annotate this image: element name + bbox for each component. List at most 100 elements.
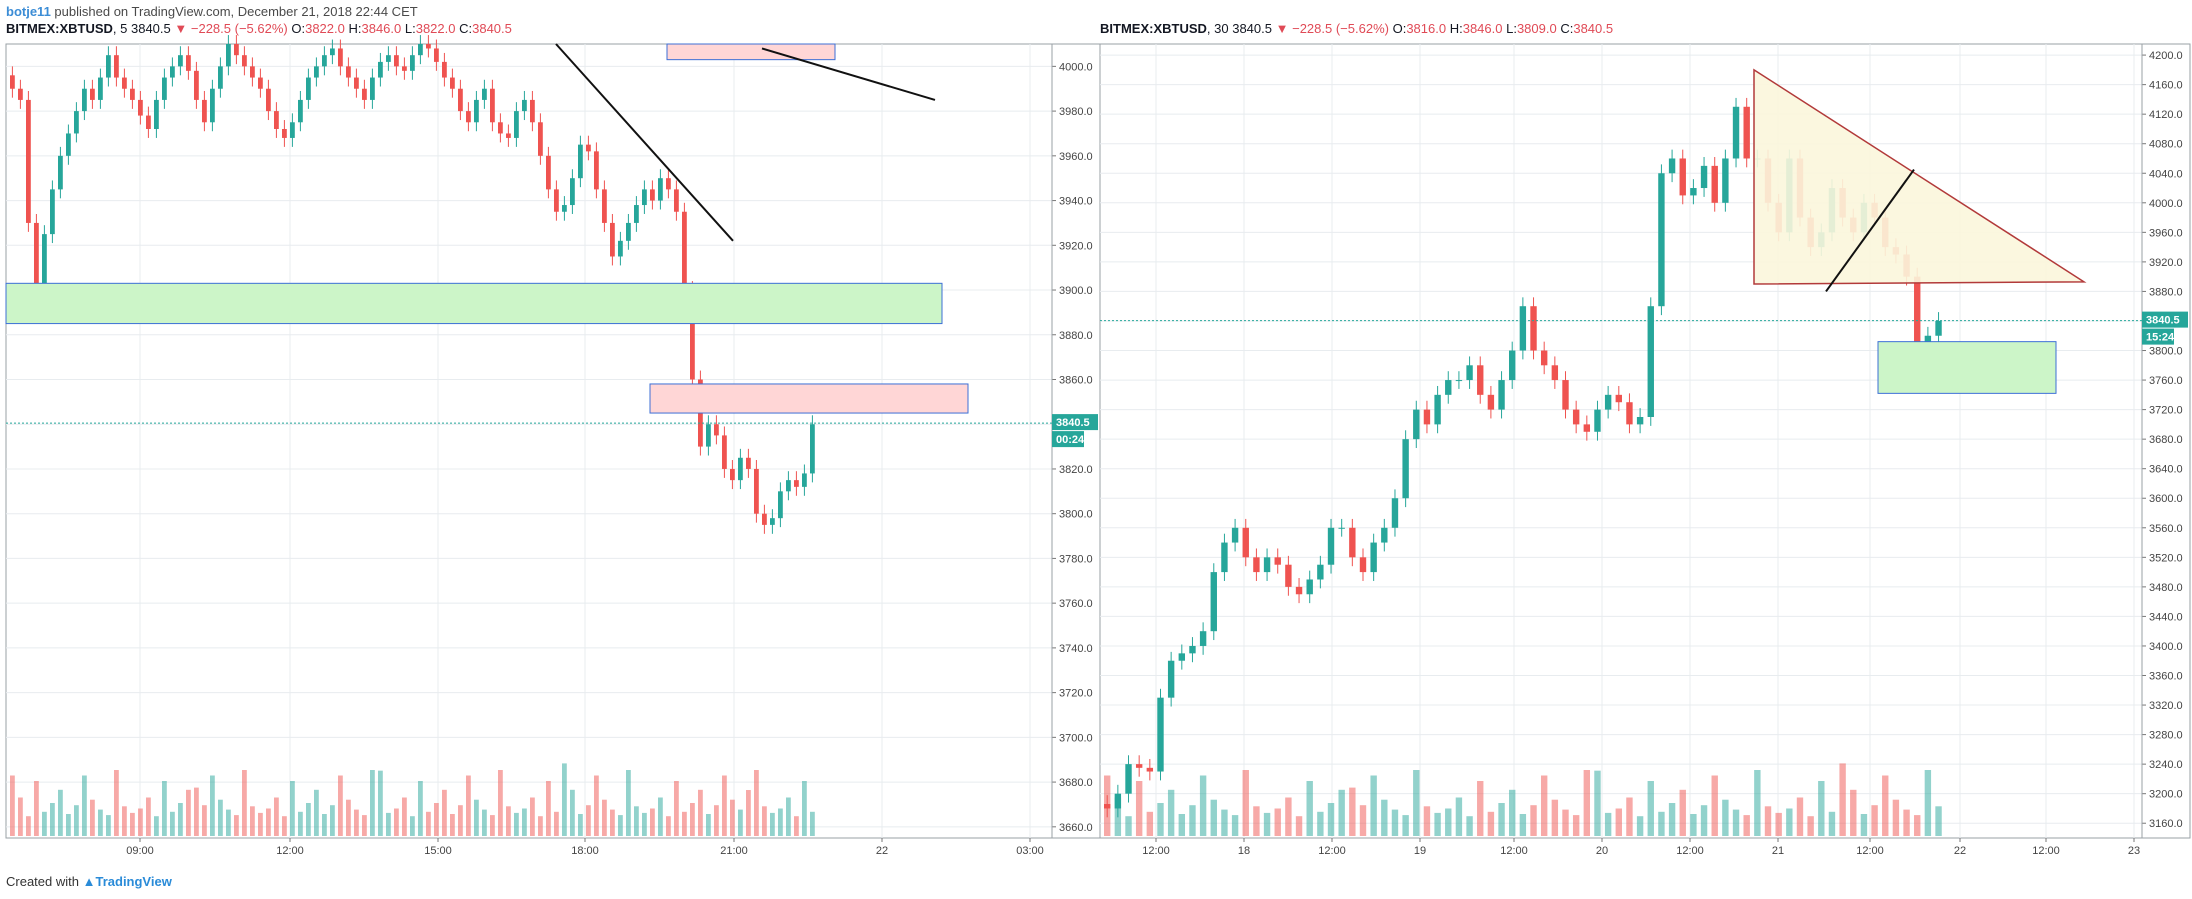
x-tick-label: 03:00 [1016, 845, 1044, 857]
volume-bar [82, 775, 87, 836]
volume-bar [466, 775, 471, 836]
volume-bar [586, 805, 591, 836]
candle-body [1519, 306, 1527, 351]
volume-bar [354, 809, 359, 836]
volume-bar [1935, 806, 1942, 836]
y-tick-label: 3740.0 [1059, 643, 1093, 655]
candle-body [1253, 557, 1260, 573]
y-tick-label: 3780.0 [1059, 553, 1093, 565]
candle-body [226, 44, 231, 67]
volume-bar [50, 803, 55, 836]
down-triangle-icon: ▼ [174, 21, 188, 36]
volume-bar [1125, 816, 1132, 836]
candle-body [1221, 542, 1228, 573]
candle-body [1327, 527, 1335, 565]
volume-bar [234, 815, 239, 836]
candle-body [1540, 350, 1548, 366]
candle-body [322, 55, 327, 67]
volume-bar [674, 781, 679, 836]
candle-body [666, 178, 671, 190]
volume-bar [1647, 781, 1654, 836]
y-tick-label: 3680.0 [2149, 434, 2183, 446]
candle-body [730, 468, 735, 481]
candle-body [66, 133, 71, 156]
volume-bar [202, 805, 207, 836]
candle-body [338, 48, 343, 67]
candle-body [1743, 106, 1750, 159]
volume-bar [282, 816, 287, 836]
right-symbol: BITMEX:XBTUSD [1100, 21, 1207, 36]
volume-bar [250, 806, 255, 836]
left-change: −228.5 (−5.62%) [190, 21, 288, 36]
last-price-tag [1052, 414, 1098, 431]
volume-bar [1615, 808, 1622, 836]
volume-bar [634, 806, 639, 836]
volume-bar [1572, 815, 1580, 836]
candle-body [378, 61, 383, 78]
volume-bar [1253, 806, 1260, 836]
candle-body [362, 88, 367, 100]
author-link[interactable]: botje11 [6, 4, 51, 19]
right-high: 3846.0 [1462, 21, 1503, 36]
demand-zone [5, 282, 943, 325]
candle-body [1935, 320, 1942, 336]
candle-body [178, 55, 183, 67]
candle-body [354, 77, 359, 89]
candle-body [530, 99, 535, 123]
left-close: 3840.5 [472, 21, 512, 36]
candle-body [1402, 439, 1409, 499]
volume-bar [226, 809, 231, 836]
candle-body [1498, 380, 1505, 410]
volume-bar [1743, 815, 1750, 836]
volume-bar [1477, 781, 1484, 836]
volume-bar [1295, 816, 1303, 836]
y-tick-label: 3240.0 [2149, 759, 2183, 771]
volume-bar [1679, 789, 1686, 836]
volume-bar [194, 787, 199, 836]
volume-bar [242, 770, 247, 836]
volume-bar [138, 808, 143, 836]
volume-bar [258, 812, 263, 836]
candle-body [82, 88, 87, 112]
volume-bar [1146, 811, 1154, 836]
candle-body [514, 111, 519, 138]
y-tick-label: 3640.0 [2149, 464, 2183, 476]
candle-body [42, 234, 47, 291]
volume-bar [58, 789, 63, 836]
candle-body [1615, 394, 1622, 403]
volume-bar [1551, 799, 1559, 836]
countdown-label: 00:24 [1056, 434, 1085, 446]
candle-body [1477, 365, 1484, 395]
left-chart-title: BITMEX:XBTUSD, 5 3840.5 ▼ −228.5 (−5.62%… [6, 21, 512, 36]
volume-bar [1242, 770, 1249, 836]
candle-body [346, 66, 351, 78]
y-tick-label: 3700.0 [1059, 732, 1093, 744]
left-last: 3840.5 [130, 21, 171, 36]
volume-bar [482, 809, 487, 836]
candle-body [1242, 527, 1249, 558]
x-tick-label: 18:00 [571, 845, 599, 857]
volume-bar [1487, 811, 1495, 836]
y-tick-label: 3960.0 [2149, 227, 2183, 239]
candle-body [106, 55, 111, 78]
candle-body [778, 491, 783, 519]
volume-bar [1711, 775, 1718, 836]
candle-body [706, 424, 711, 447]
y-tick-label: 3940.0 [1059, 196, 1093, 208]
y-tick-label: 3680.0 [1059, 777, 1093, 789]
volume-bar [1786, 808, 1793, 836]
volume-bar [1764, 806, 1772, 836]
y-tick-label: 4000.0 [1059, 61, 1093, 73]
volume-bar [98, 809, 103, 836]
candle-body [410, 55, 415, 71]
tradingview-brand[interactable]: TradingView [95, 874, 172, 889]
volume-bar [18, 797, 23, 836]
volume-bar [1690, 814, 1697, 836]
volume-bar [106, 815, 111, 836]
volume-bar [362, 815, 367, 836]
candle-body [90, 88, 95, 100]
x-tick-label: 09:00 [126, 845, 154, 857]
candle-body [1700, 165, 1708, 189]
volume-bar [1210, 799, 1217, 836]
